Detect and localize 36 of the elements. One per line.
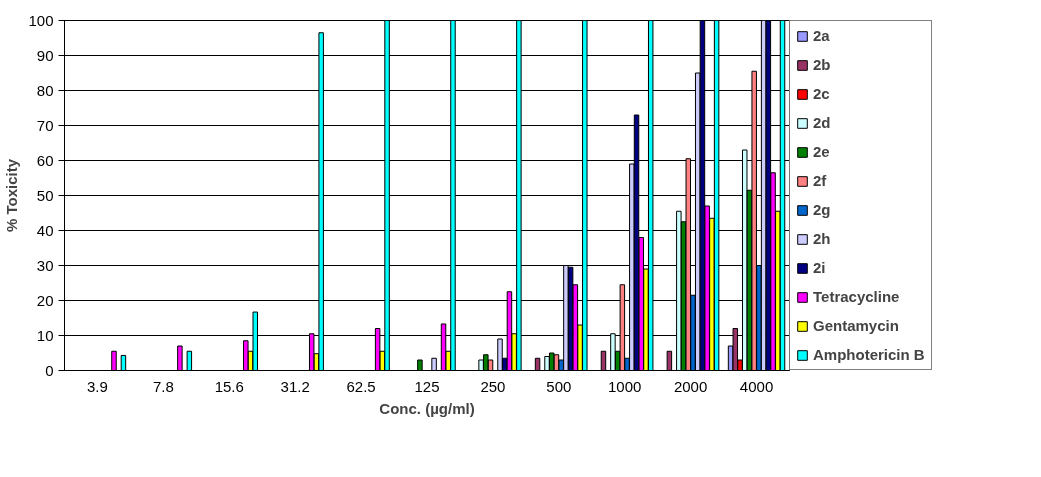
legend-label: 2h [813,230,832,247]
y-tick-label: 50 [36,186,54,204]
x-tick-label: 500 [546,377,572,395]
legend-label: Tetracycline [813,288,900,305]
legend-label: 2c [813,85,831,102]
x-tick-label: 4000 [739,377,774,395]
legend-label: 2g [813,201,832,218]
y-tick-label: 70 [36,116,54,134]
legend-label: 2e [813,143,831,160]
legend-label: Amphotericin B [813,346,925,363]
legend-label: 2d [813,114,832,131]
y-tick-label: 90 [36,46,54,64]
y-axis-title: % Toxicity [3,158,21,233]
x-axis-title: Conc. (µg/ml) [379,399,475,417]
x-tick-label: 1000 [608,377,642,395]
x-tick-label: 31.2 [280,377,310,395]
x-tick-label: 15.6 [214,377,244,395]
y-tick-label: 10 [36,326,54,344]
x-tick-label: 2000 [673,377,708,395]
legend-label: 2f [813,172,828,189]
y-tick-label: 20 [36,291,54,309]
legend-label: 2b [813,56,832,73]
y-tick-label: 0 [45,361,54,379]
y-tick-label: 30 [36,256,54,274]
x-tick-label: 125 [414,377,440,395]
y-tick-label: 100 [28,11,54,29]
x-tick-label: 3.9 [87,377,108,395]
legend-label: 2i [813,259,827,276]
x-tick-label: 250 [480,377,506,395]
legend-label: Gentamycin [813,317,899,334]
x-tick-label: 7.8 [152,377,174,395]
y-tick-label: 80 [36,81,54,99]
y-tick-label: 40 [36,221,54,239]
legend-label: 2a [813,27,831,44]
y-tick-label: 60 [36,151,54,169]
x-tick-label: 62.5 [346,377,376,395]
